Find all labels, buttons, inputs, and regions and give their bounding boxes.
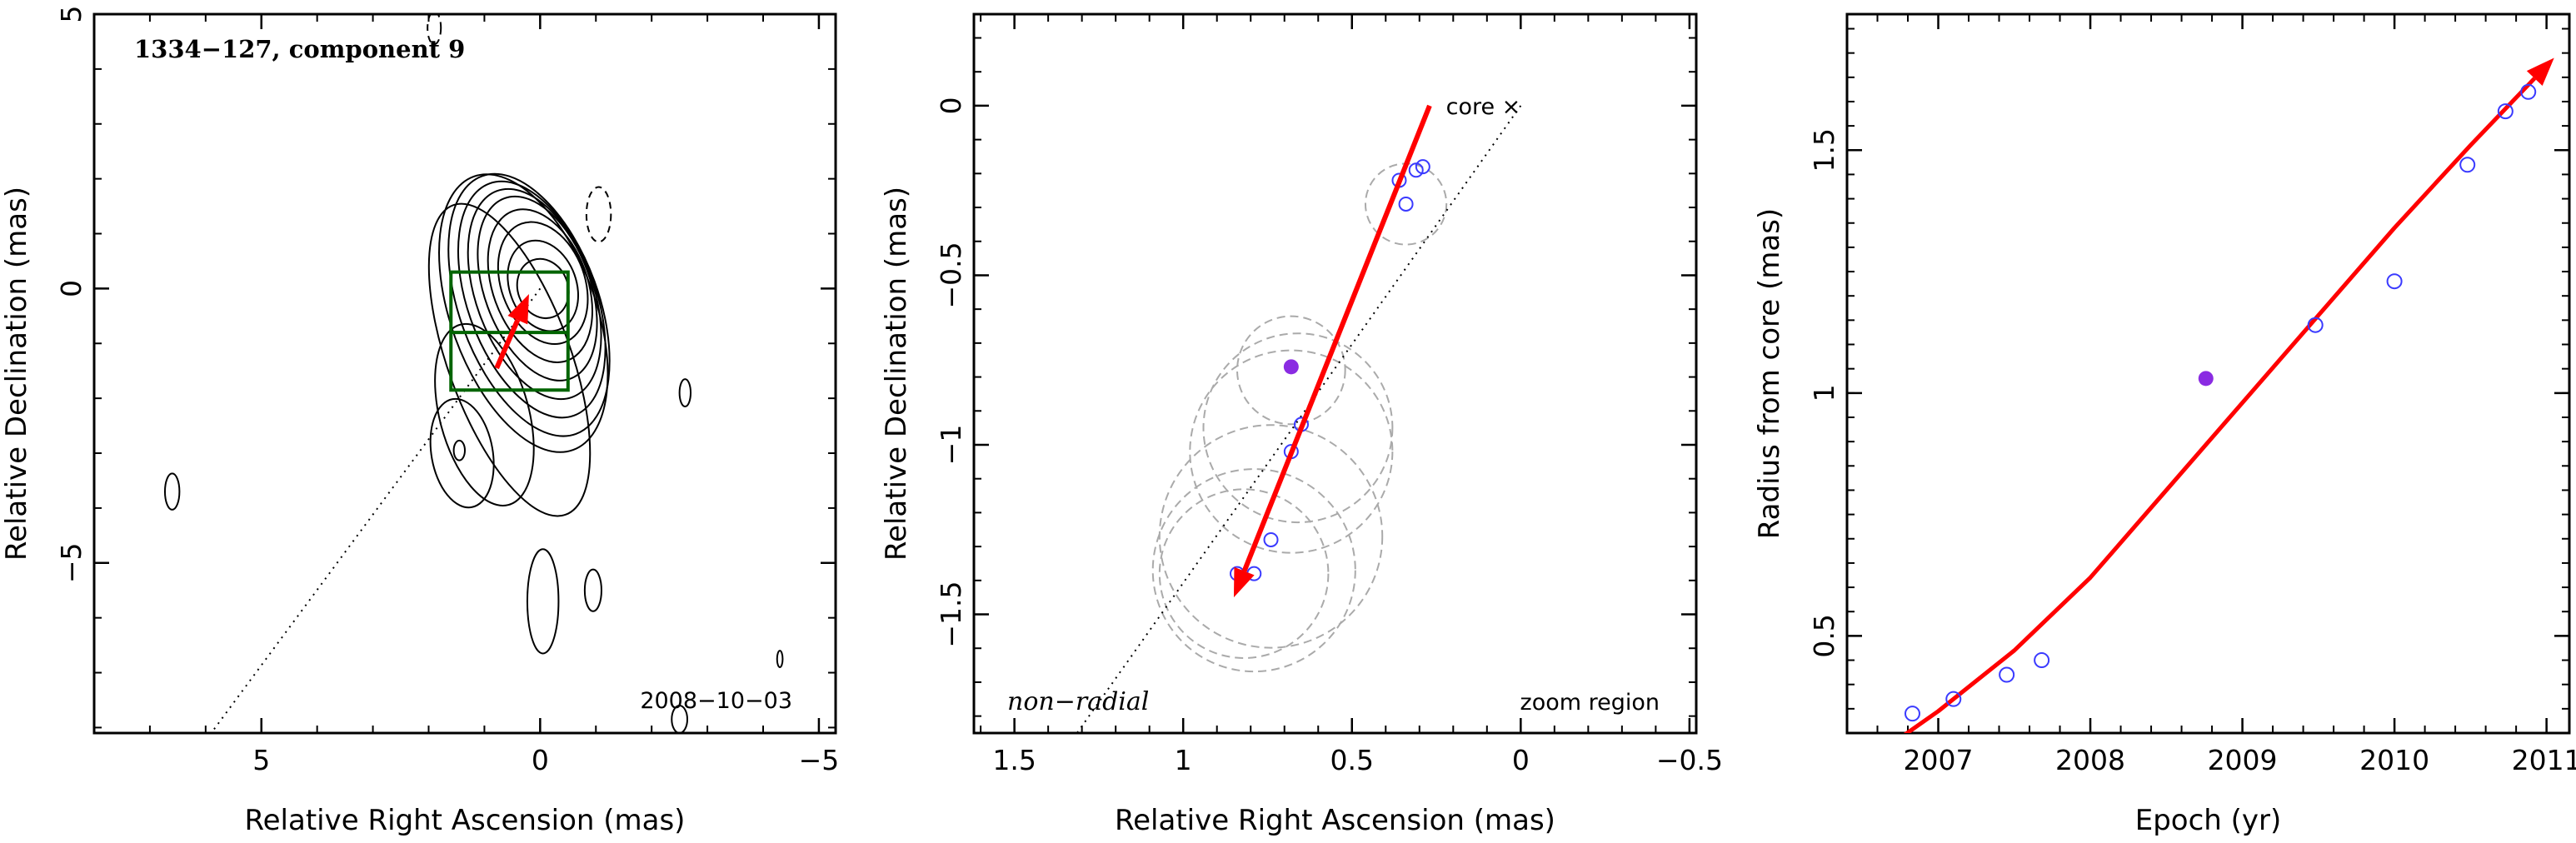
motion-arrow-head [1233, 566, 1255, 598]
y-axis-label: Radius from core (mas) [1753, 208, 1786, 539]
x-tick-label: 0 [1512, 744, 1530, 776]
x-tick-label: 2007 [1904, 744, 1974, 776]
contour-line [452, 439, 467, 461]
x-tick-label: 2010 [2359, 744, 2429, 776]
motion-arrow [1241, 104, 1432, 572]
component-size-circle [1158, 488, 1330, 659]
contour-line [678, 378, 692, 408]
y-tick-label: −0.5 [935, 242, 967, 308]
y-tick-label: −1 [935, 425, 967, 466]
radius-point [2034, 652, 2050, 669]
contour-line [434, 322, 535, 506]
x-tick-label: 2008 [2055, 744, 2125, 776]
x-axis-label: Epoch (yr) [2135, 804, 2282, 837]
x-axis-label: Relative Right Ascension (mas) [245, 804, 686, 837]
position-point [1398, 196, 1414, 212]
contour-line [438, 173, 609, 453]
radius-point [2459, 157, 2476, 173]
plot-frame [92, 12, 837, 735]
component-size-circle [1202, 332, 1394, 524]
x-tick-label: 1 [1175, 744, 1192, 776]
x-tick-label: 2009 [2208, 744, 2278, 776]
panel-1-content [163, 14, 784, 733]
contour-line [457, 180, 607, 419]
negative-contour-line [427, 14, 442, 46]
component-size-circle [1189, 349, 1394, 554]
radius-point [1945, 691, 1962, 707]
contour-line [507, 239, 579, 332]
radius-point [2520, 83, 2537, 100]
y-tick-label: 1.5 [1808, 128, 1840, 172]
contour-line [429, 397, 495, 509]
contour-line [526, 548, 560, 655]
y-tick-label: −5 [55, 542, 87, 583]
x-tick-label: 5 [252, 744, 270, 776]
x-axis-label: Relative Right Ascension (mas) [1115, 804, 1555, 837]
fit-curve [1903, 77, 2537, 733]
y-tick-label: 5 [55, 6, 87, 23]
y-axis-label: Relative Declination (mas) [880, 187, 913, 561]
epoch-label: 2008−10−03 [640, 688, 792, 714]
panel-3-axes: 2007 2008 2009 2010 2011 0.5 1 1.5 Epoch (yr) Rad… [1753, 12, 2576, 837]
position-point [1408, 162, 1424, 178]
panel-3-content [1903, 57, 2554, 733]
y-tick-label: 0 [935, 97, 967, 114]
motion-arrow-head [507, 293, 529, 325]
radius-point [2497, 103, 2514, 120]
position-point [1415, 159, 1430, 175]
plot-frame [972, 12, 1698, 735]
contour-line [467, 187, 602, 401]
contour-line [163, 472, 181, 511]
panel-2-axes: 1.5 1 0.5 0 −0.5 0 −0.5 −1 −1.5 Relative Right As… [880, 12, 1723, 837]
contour-line [583, 568, 602, 612]
radius-point [2307, 317, 2324, 333]
x-tick-label: −5 [799, 744, 840, 776]
radius-point [2386, 273, 2403, 290]
fit-curve-arrow-head [2526, 57, 2554, 87]
x-tick-label: 2011 [2512, 744, 2576, 776]
position-point [1263, 531, 1279, 547]
plot-frame [1845, 12, 2571, 735]
radius-point [1904, 706, 1920, 722]
radius-point [1999, 666, 2015, 683]
panel-1-axes: 5 0 −5 5 0 −5 Relative Right Ascension (mas) Re… [0, 6, 839, 838]
y-tick-label: 0.5 [1808, 614, 1840, 657]
radius-point-filled [2198, 371, 2214, 387]
x-tick-label: 1.5 [992, 744, 1036, 776]
x-tick-label: 0 [532, 744, 549, 776]
non-radial-label: non−radial [1007, 687, 1149, 716]
y-tick-label: 1 [1808, 384, 1840, 402]
x-tick-label: 0.5 [1330, 744, 1374, 776]
y-tick-label: −1.5 [935, 581, 967, 647]
contour-line [447, 172, 611, 437]
contour-line [477, 195, 598, 382]
contour-line [497, 221, 589, 346]
contour-line [776, 650, 784, 668]
negative-contour-line [585, 186, 612, 243]
jet-axis-line [1076, 105, 1522, 733]
plot-title: 1334−127, component 9 [134, 35, 465, 63]
contour-line [671, 705, 688, 733]
panel-2-content [1076, 104, 1522, 733]
jet-axis-line [210, 287, 542, 733]
position-point-filled [1283, 359, 1299, 375]
component-size-circle [1236, 315, 1346, 426]
y-axis-label: Relative Declination (mas) [0, 187, 33, 561]
motion-arrow [494, 318, 521, 370]
component-size-circle [1151, 468, 1356, 673]
core-label: core × [1446, 94, 1521, 120]
component-size-circle [1158, 424, 1384, 649]
y-tick-label: 0 [55, 280, 87, 297]
zoom-region-label: zoom region [1520, 690, 1660, 716]
x-tick-label: −0.5 [1656, 744, 1723, 776]
